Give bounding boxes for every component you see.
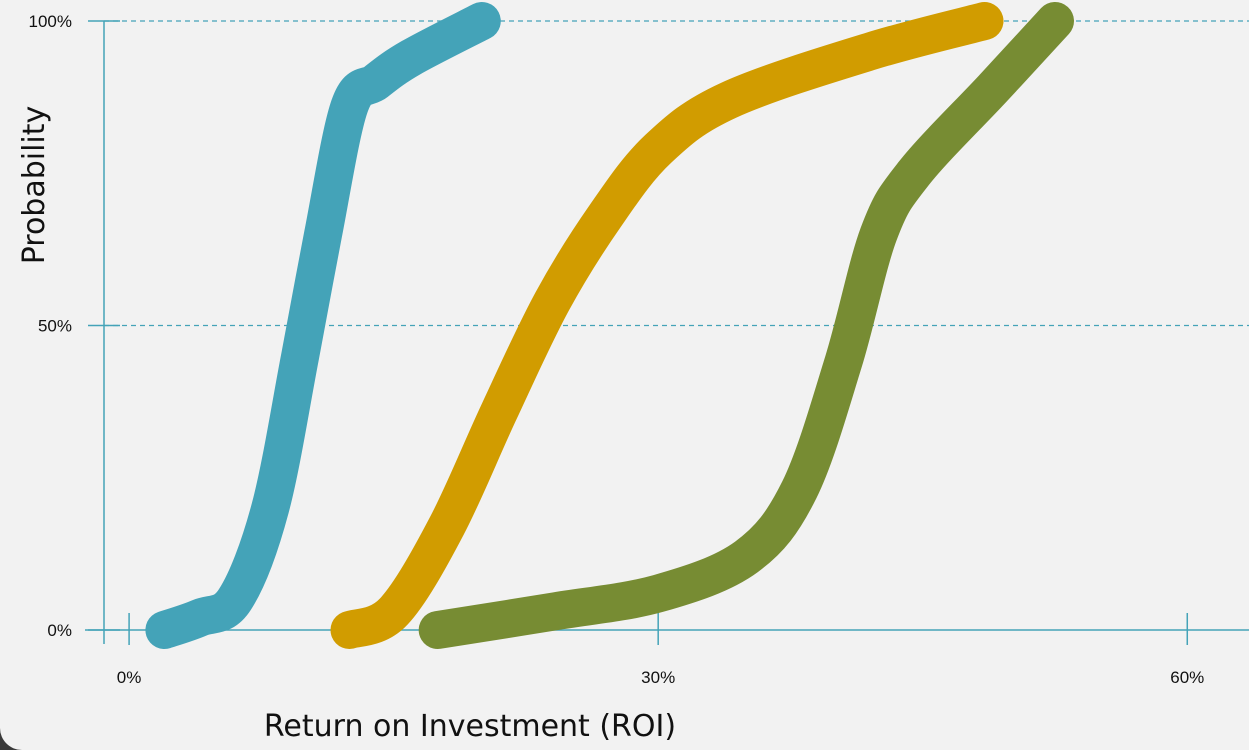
tick-labels: 0% 50% 100% 0% 30% 60% [29, 12, 1205, 687]
series-curve-2 [330, 2, 1004, 649]
grid-lines [104, 20, 1249, 327]
x-axis-title: Return on Investment (ROI) [264, 709, 676, 744]
x-tick-label: 60% [1170, 668, 1204, 687]
y-axis-title: Probability [17, 106, 52, 265]
y-tick-label: 100% [29, 12, 72, 31]
axes [85, 20, 1249, 645]
y-tick-label: 50% [38, 317, 72, 336]
y-tick-label: 0% [47, 621, 72, 640]
series-curve-3 [418, 2, 1074, 649]
series-group [145, 2, 1074, 649]
x-tick-label: 30% [641, 668, 675, 687]
x-tick-label: 0% [117, 668, 142, 687]
series-curve-1 [145, 2, 501, 649]
